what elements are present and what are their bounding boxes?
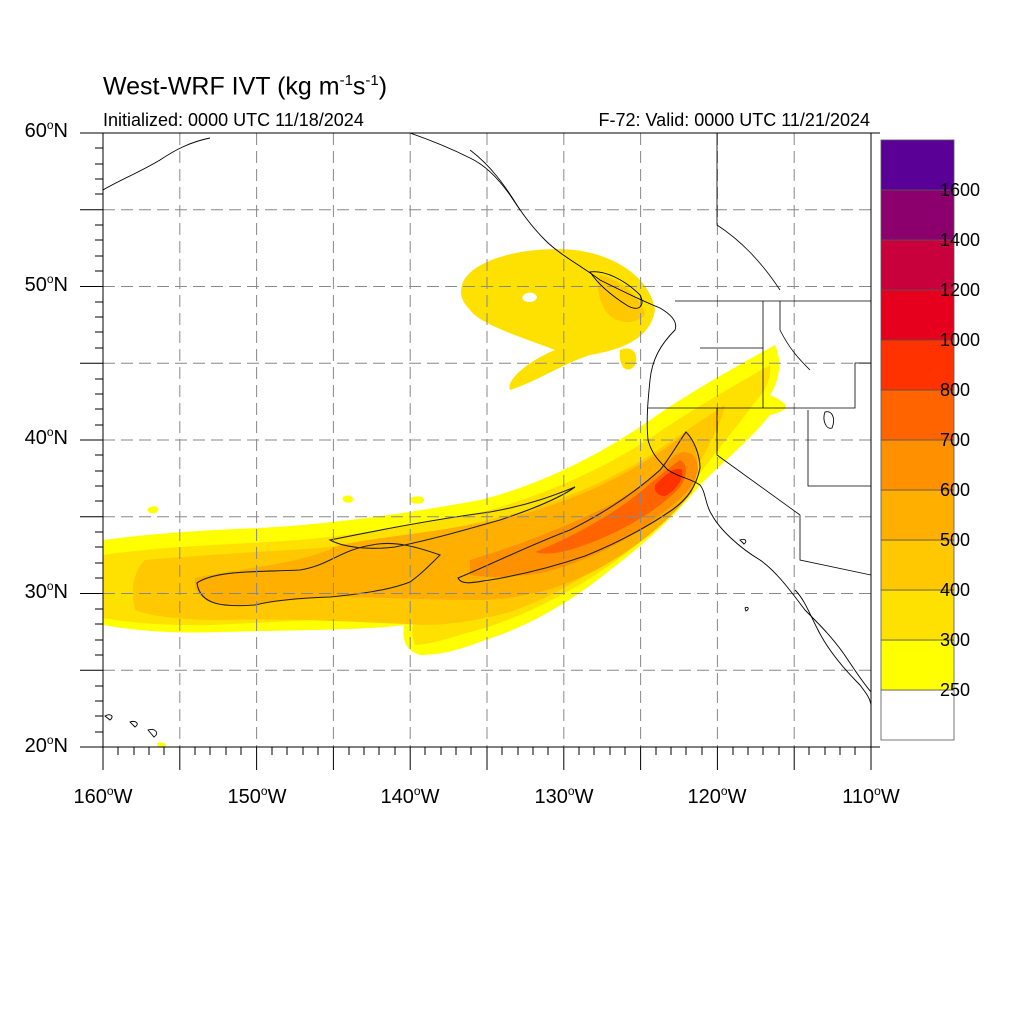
ivt-contour-lines	[196, 431, 701, 607]
ivt-blob-2	[409, 496, 425, 504]
channel-islands	[739, 538, 749, 612]
ivt-shading	[103, 249, 786, 747]
canada-provinces	[716, 133, 811, 371]
lon-label-140w: 140oW	[380, 784, 440, 808]
lon-label-130w: 130oW	[534, 784, 594, 808]
nevada-border	[716, 408, 801, 516]
valid-time: F-72: Valid: 0000 UTC 11/21/2024	[598, 110, 871, 130]
colorbar-label-500: 500	[940, 530, 971, 550]
lat-label-20n: 20oN	[24, 733, 68, 757]
political-boundaries	[469, 133, 871, 576]
map-plot-area	[103, 133, 871, 747]
baja-peninsula-coast	[794, 589, 871, 706]
lat-label-40n: 40oN	[24, 425, 68, 449]
lon-label-160w: 160oW	[73, 784, 133, 808]
contour-west	[196, 542, 442, 607]
map-title: West-WRF IVT (kg m-1s-1)	[103, 72, 388, 101]
colorbar-label-1000: 1000	[940, 330, 981, 350]
colorbar-swatch	[880, 239, 955, 291]
contour-east	[457, 431, 701, 584]
ivt-river-800	[654, 469, 683, 496]
gridlines	[103, 133, 871, 747]
coastlines	[103, 133, 871, 738]
sierra-lakes	[823, 411, 835, 429]
colorbar-swatch	[880, 339, 955, 391]
colorbar-swatch	[880, 139, 955, 191]
colorbar-label-1600: 1600	[940, 180, 981, 200]
wyoming-border	[763, 362, 871, 409]
colorbar-swatch	[880, 689, 955, 741]
lat-label-60n: 60oN	[24, 118, 68, 142]
arizona-border	[799, 515, 871, 576]
colorbar-swatch	[880, 389, 955, 441]
colorbar-label-800: 800	[940, 380, 971, 400]
colorbar-swatch	[880, 289, 955, 341]
lon-label-150w: 150oW	[227, 784, 287, 808]
colorbar-label-400: 400	[940, 580, 971, 600]
lon-label-110w: 110oW	[842, 784, 900, 808]
alaska-border	[469, 149, 521, 211]
lon-label-120w: 120oW	[687, 784, 747, 808]
ivt-river-600	[470, 452, 698, 577]
colorbar-label-600: 600	[940, 480, 971, 500]
colorbar-label-700: 700	[940, 430, 971, 450]
minor-ticks	[95, 147, 856, 755]
vancouver-island	[589, 271, 643, 309]
colorbar	[880, 139, 955, 741]
contour-central	[328, 486, 576, 549]
initialized-time: Initialized: 0000 UTC 11/18/2024	[103, 110, 364, 130]
colorbar-label-1400: 1400	[940, 230, 981, 250]
colorbar-label-300: 300	[940, 630, 971, 650]
ivt-river-700	[535, 460, 687, 554]
lat-label-50n: 50oN	[24, 272, 68, 296]
lat-label-30n: 30oN	[24, 579, 68, 603]
alaska-coast	[103, 137, 211, 191]
colorbar-swatch	[880, 539, 955, 591]
colorbar-label-250: 250	[940, 680, 971, 700]
ivt-blob-1	[342, 495, 353, 503]
utah-border	[807, 410, 871, 487]
colorbar-swatch	[880, 589, 955, 641]
ivt-blob-5	[619, 348, 637, 370]
colorbar-label-1200: 1200	[940, 280, 981, 300]
ivt-blob-3	[147, 506, 159, 514]
ivt-cyclone-eye	[522, 292, 537, 303]
north-american-coast	[409, 133, 871, 693]
axis-ticks	[80, 132, 880, 770]
ivt-blob-4	[157, 742, 166, 747]
colorbar-swatch	[880, 439, 955, 491]
hawaii-islands	[104, 714, 158, 738]
